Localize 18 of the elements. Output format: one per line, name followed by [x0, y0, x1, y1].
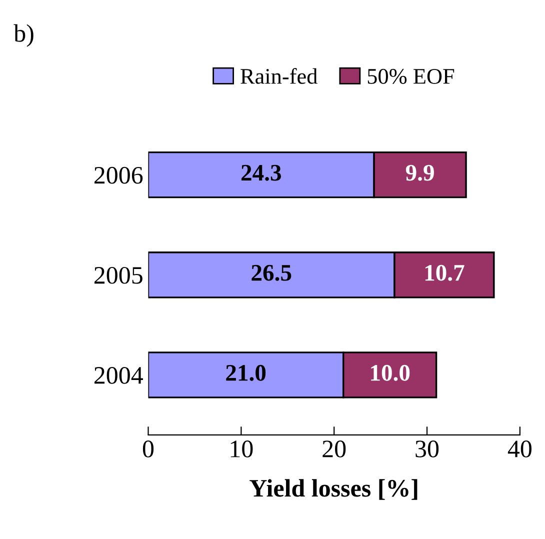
x-tick-label: 20 — [322, 440, 346, 458]
x-tick-label: 0 — [142, 440, 154, 458]
data-label: 10.0 — [371, 364, 410, 381]
data-label: 10.7 — [425, 264, 464, 281]
x-tick-label: 10 — [230, 440, 253, 458]
legend-label: 50% EOF — [368, 68, 454, 84]
y-tick-label: 2006 — [94, 166, 143, 184]
x-axis-title: Yield losses [%] — [250, 479, 418, 500]
y-tick-label: 2005 — [94, 266, 142, 284]
data-label: 26.5 — [252, 264, 292, 281]
text: b) — [14, 24, 34, 47]
y-tick-label: 2004 — [94, 366, 143, 384]
legend-label: Rain-fed — [240, 68, 318, 84]
data-label: 24.3 — [241, 164, 281, 181]
x-tick-label: 40 — [508, 440, 532, 458]
data-label: 21.0 — [226, 364, 266, 381]
data-label: 9.9 — [406, 164, 434, 181]
x-tick-label: 30 — [416, 440, 439, 458]
